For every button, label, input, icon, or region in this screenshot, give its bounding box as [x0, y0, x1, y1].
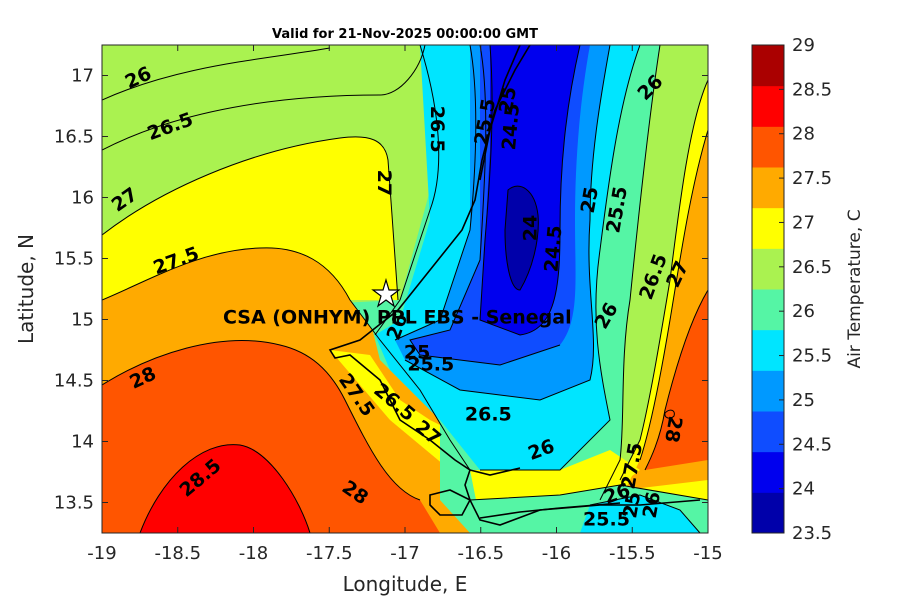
y-tick-label: 15: [71, 310, 94, 331]
contour-label: 25: [619, 490, 645, 520]
x-axis: -19 -18.5 -18 -17.5 -17 -16.5 -16 -15.5 -15: [87, 45, 723, 564]
colorbar-segment: [752, 207, 784, 249]
colorbar-segment: [752, 248, 784, 290]
band-23_5-24: [505, 186, 539, 290]
contour-label: 26.5: [465, 404, 512, 426]
colorbar-segment: [752, 329, 784, 371]
contour-label: 27: [373, 170, 395, 196]
colorbar-tick-label: 29: [792, 35, 815, 56]
x-tick-label: -17.5: [306, 543, 353, 564]
x-tick-label: -15: [693, 543, 722, 564]
colorbar-segment: [752, 167, 784, 209]
site-label: CSA (ONHYM) PPL EBS - Senegal: [223, 306, 572, 328]
colorbar-tick-label: 25: [792, 390, 815, 411]
x-axis-label: Longitude, E: [343, 572, 468, 596]
y-tick-label: 14: [71, 432, 94, 453]
colorbar-tick-label: 26: [792, 301, 815, 322]
band-24-24_5: [480, 45, 580, 335]
x-tick-label: -17: [390, 543, 419, 564]
band-27-coast: [330, 350, 470, 470]
y-tick-label: 14.5: [54, 371, 94, 392]
colorbar-tick-label: 27.5: [792, 168, 832, 189]
contour-label: 24.5: [498, 102, 524, 151]
colorbar-segment: [752, 45, 784, 87]
contour-label: 24.5: [540, 224, 566, 273]
colorbar-segment: [752, 289, 784, 331]
y-tick-label: 16.5: [54, 127, 94, 148]
contour-label: 25.5: [583, 509, 630, 531]
x-tick-label: -18.5: [154, 543, 201, 564]
colorbar-tick-label: 24: [792, 479, 815, 500]
colorbar-segment: [752, 411, 784, 453]
x-tick-label: -16: [542, 543, 571, 564]
contour-label: 28: [660, 414, 686, 444]
y-tick-label: 13.5: [54, 493, 94, 514]
colorbar-tick-label: 24.5: [792, 434, 832, 455]
x-tick-label: -18: [239, 543, 268, 564]
y-tick-label: 15.5: [54, 249, 94, 270]
y-axis: 13.5 14 14.5 15 15.5 16 16.5 17: [54, 66, 708, 514]
x-tick-label: -15.5: [609, 543, 656, 564]
colorbar-label: Air Temperature, C: [845, 209, 865, 368]
colorbar-tick-label: 26.5: [792, 257, 832, 278]
colorbar-segment: [752, 451, 784, 493]
colorbar-frame: [751, 44, 785, 534]
colorbar-segment: [752, 370, 784, 412]
contour-label: 26: [639, 490, 665, 520]
colorbar-segment: [752, 492, 784, 534]
y-tick-label: 17: [71, 66, 94, 87]
x-tick-label: -16.5: [457, 543, 504, 564]
contour-label: 24: [520, 215, 542, 241]
band-28-east: [645, 290, 708, 470]
colorbar-tick-label: 28: [792, 124, 815, 145]
contour-lines: [102, 45, 708, 533]
colorbar-segment: [752, 85, 784, 127]
colorbar: 23.5 24 24.5 25 25.5 26 26.5 27 27.5 28 28.5 29: [751, 35, 832, 544]
contour-label: 25: [404, 341, 430, 363]
x-tick-label: -19: [87, 543, 116, 564]
y-tick-label: 16: [71, 188, 94, 209]
site-star-icon: [371, 277, 401, 308]
colorbar-tick-label: 25.5: [792, 346, 832, 367]
colorbar-segment: [752, 126, 784, 168]
colorbar-tick-label: 27: [792, 212, 815, 233]
coastline: [328, 45, 701, 526]
y-axis-label: Latitude, N: [14, 234, 38, 344]
contour-label: 26.5: [426, 106, 448, 153]
contour-label: 25: [577, 185, 603, 215]
colorbar-tick-label: 23.5: [792, 523, 832, 544]
contour-label: 25.5: [407, 354, 454, 376]
band-28_5-29: [140, 444, 310, 533]
contour-label: 25: [495, 85, 521, 115]
colorbar-tick-label: 28.5: [792, 79, 832, 100]
chart-title: Valid for 21-Nov-2025 00:00:00 GMT: [272, 27, 538, 42]
band-27-27_5: [102, 136, 398, 300]
